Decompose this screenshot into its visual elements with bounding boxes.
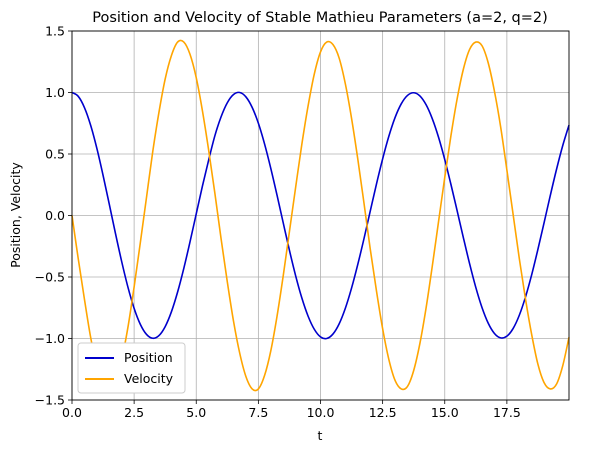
x-tick-label: 2.5 — [124, 405, 144, 420]
x-tick-label: 7.5 — [248, 405, 268, 420]
y-tick-label: −1.5 — [35, 393, 65, 408]
y-tick-label: −0.5 — [35, 270, 65, 285]
chart-title: Position and Velocity of Stable Mathieu … — [92, 10, 548, 26]
grid — [71, 30, 569, 401]
x-tick-label: 10.0 — [307, 405, 335, 420]
x-tick-label: 0.0 — [62, 405, 82, 420]
velocity-line — [71, 39, 570, 392]
y-tick-label: 0.5 — [45, 147, 65, 162]
y-tick-label: 1.5 — [45, 24, 65, 39]
x-tick-label: 17.5 — [493, 405, 521, 420]
y-tick-label: 1.0 — [45, 85, 65, 100]
ticks: 0.0 2.5 5.0 7.5 10.0 12.5 15.0 17.5 −1.5 −1.0 −0.5… — [35, 24, 521, 421]
series-layer — [71, 39, 570, 392]
legend-label-velocity: Velocity — [124, 371, 174, 386]
y-tick-label: 0.0 — [45, 208, 65, 223]
x-tick-label: 5.0 — [186, 405, 206, 420]
legend-box — [77, 342, 186, 394]
x-tick-label: 15.0 — [431, 405, 459, 420]
y-axis-label: Position, Velocity — [8, 162, 23, 268]
y-tick-label: −1.0 — [35, 331, 65, 346]
legend-label-position: Position — [124, 350, 173, 365]
legend: Position Velocity — [77, 342, 186, 394]
position-line — [71, 91, 570, 340]
x-tick-label: 12.5 — [369, 405, 397, 420]
x-axis-label: t — [318, 428, 323, 443]
